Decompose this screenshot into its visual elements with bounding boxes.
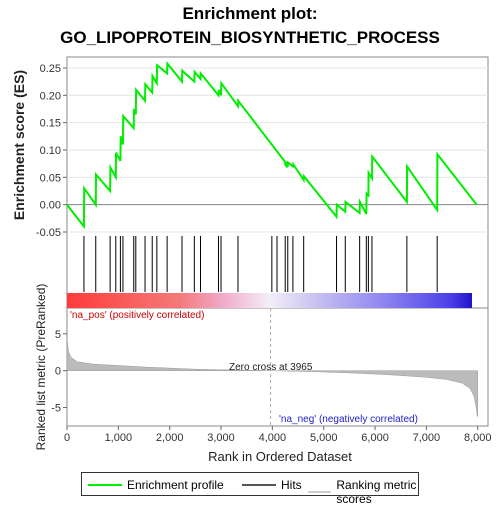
legend-label-hits: Hits [281,478,302,492]
es-y-tick-label: 0.05 [40,172,61,184]
x-tick-label: 7,000 [413,432,441,444]
es-panel [66,56,489,233]
legend-label-enrichment: Enrichment profile [127,478,224,492]
legend-item-hits: Hits [242,478,302,492]
x-tick-label: 5,000 [310,432,338,444]
es-y-tick-label: -0.05 [36,227,61,239]
ranking-color-bar [67,293,472,308]
neg-correlated-label: 'na_neg' (negatively correlated) [279,414,418,425]
es-y-tick-label: 0.25 [40,63,61,75]
metric-panel [66,307,489,427]
series-enrichment-profile [66,60,478,230]
es-y-tick-label: 0.00 [40,200,61,212]
x-tick-label: 8,000 [464,432,492,444]
legend-swatch-hits [242,484,276,486]
chart-title-line-1: Enrichment plot: [182,4,318,23]
legend-item-enrichment: Enrichment profile [88,478,224,492]
pos-correlated-label: 'na_pos' (positively correlated) [70,310,204,321]
chart-title-line-2: GO_LIPOPROTEIN_BIOSYNTHETIC_PROCESS [60,28,440,47]
es-y-tick-label: 0.10 [40,145,61,157]
legend-item-ranking: Ranking metric scores [308,478,418,506]
ranking-metric-area [66,337,478,417]
legend-swatch-ranking [308,491,332,493]
zero-cross-label: Zero cross at 3965 [229,362,313,373]
metric-y-tick-label: 0 [55,366,61,378]
metric-y-axis-label: Ranked list metric (PreRanked) [34,284,48,451]
legend-swatch-enrichment [88,484,122,486]
x-tick-label: 2,000 [156,432,184,444]
x-axis-label: Rank in Ordered Dataset [208,449,352,464]
x-tick-label: 0 [64,432,70,444]
x-tick-label: 4,000 [259,432,287,444]
es-y-tick-label: 0.15 [40,118,61,130]
x-tick-label: 1,000 [105,432,133,444]
legend-label-ranking: Ranking metric scores [336,478,417,506]
x-tick-label: 6,000 [361,432,389,444]
metric-y-tick-label: 5 [55,329,61,341]
es-y-tick-label: 0.20 [40,90,61,102]
es-y-axis-label: Enrichment score (ES) [11,70,27,220]
legend: Enrichment profile Hits Ranking metric s… [81,472,419,506]
x-tick-label: 3,000 [207,432,235,444]
metric-y-tick-label: -5 [51,403,61,415]
